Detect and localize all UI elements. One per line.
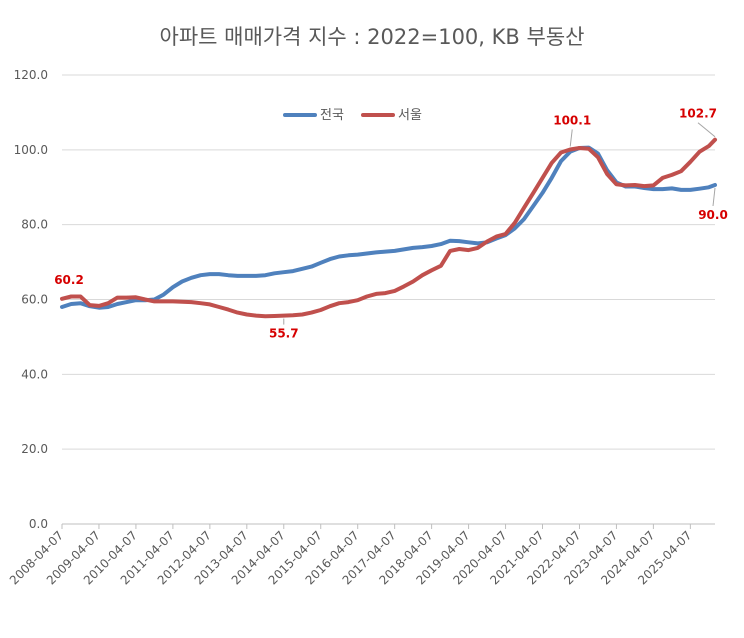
y-tick-label: 80.0 xyxy=(21,218,48,232)
y-tick-label: 40.0 xyxy=(21,367,48,381)
legend-label: 전국 xyxy=(320,108,344,123)
label-leader-line xyxy=(569,129,573,147)
data-label: 90.0 xyxy=(698,208,728,222)
data-labels: 60.2 55.7 100.1 102.7 90.0 xyxy=(54,107,728,341)
legend: 전국 서울 xyxy=(283,108,422,123)
y-tick-label: 60.0 xyxy=(21,293,48,307)
label-leader-lines xyxy=(283,122,716,325)
legend-label: 서울 xyxy=(398,108,422,123)
y-tick-label: 0.0 xyxy=(29,517,48,531)
series-line-national xyxy=(60,145,717,310)
y-tick-label: 20.0 xyxy=(21,442,48,456)
data-label: 55.7 xyxy=(269,327,299,341)
y-tick-label: 120.0 xyxy=(14,68,48,82)
label-leader-line xyxy=(697,122,716,138)
label-leader-line xyxy=(712,187,716,207)
series-line-seoul xyxy=(60,137,717,319)
series-lines xyxy=(60,137,717,319)
data-label: 100.1 xyxy=(553,113,591,127)
y-axis-ticks: 0.0 20.0 40.0 60.0 80.0 100.0 120.0 xyxy=(14,68,48,531)
y-tick-label: 100.0 xyxy=(14,143,48,157)
data-label: 102.7 xyxy=(679,107,717,121)
chart-title: 아파트 매매가격 지수 : 2022=100, KB 부동산 xyxy=(160,25,585,49)
data-label: 60.2 xyxy=(54,273,84,287)
